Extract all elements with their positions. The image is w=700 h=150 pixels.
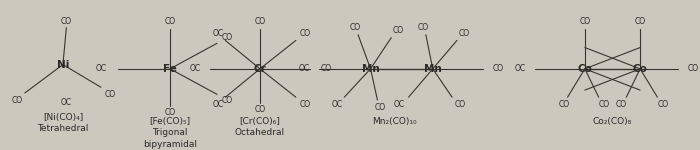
Text: CO: CO — [455, 100, 466, 109]
Text: OC: OC — [515, 64, 526, 73]
Text: CO: CO — [657, 100, 668, 109]
Text: CO: CO — [350, 23, 361, 32]
Text: [Cr(CO)₆]: [Cr(CO)₆] — [239, 117, 281, 126]
Text: CO: CO — [321, 64, 332, 73]
Text: [Fe(CO)₅]: [Fe(CO)₅] — [150, 117, 190, 126]
Text: Mn₂(CO)₁₀: Mn₂(CO)₁₀ — [372, 117, 417, 126]
Text: Trigonal: Trigonal — [153, 128, 188, 137]
Text: CO: CO — [164, 108, 176, 117]
Text: Octahedral: Octahedral — [235, 128, 285, 137]
Text: OC: OC — [213, 100, 224, 109]
Text: CO: CO — [254, 105, 265, 114]
Text: CO: CO — [221, 96, 232, 105]
Text: Co: Co — [578, 64, 592, 74]
Text: CO: CO — [492, 64, 503, 73]
Text: CO: CO — [598, 100, 610, 109]
Text: CO: CO — [300, 29, 310, 38]
Text: CO: CO — [615, 100, 626, 109]
Text: Co: Co — [633, 64, 648, 74]
Text: OC: OC — [299, 64, 309, 73]
Text: OC: OC — [332, 100, 343, 109]
Text: CO: CO — [374, 103, 386, 112]
Text: OC: OC — [394, 100, 405, 109]
Text: CO: CO — [164, 18, 176, 27]
Text: [Ni(CO)₄]: [Ni(CO)₄] — [43, 113, 83, 122]
Text: CO: CO — [687, 64, 699, 73]
Text: CO: CO — [254, 18, 265, 27]
Text: Co₂(CO)₈: Co₂(CO)₈ — [593, 117, 632, 126]
Text: CO: CO — [300, 100, 310, 109]
Text: Cr: Cr — [253, 64, 266, 74]
Text: CO: CO — [635, 18, 645, 27]
Text: CO: CO — [580, 18, 590, 27]
Text: OC: OC — [61, 98, 72, 107]
Text: Fe: Fe — [163, 64, 177, 74]
Text: Mn: Mn — [362, 64, 379, 74]
Text: Tetrahedral: Tetrahedral — [37, 124, 89, 133]
Text: CO: CO — [393, 26, 404, 35]
Text: CO: CO — [459, 29, 470, 38]
Text: CO: CO — [559, 100, 570, 109]
Text: CO: CO — [61, 18, 72, 27]
Text: CO: CO — [104, 90, 116, 99]
Text: bipyramidal: bipyramidal — [143, 140, 197, 149]
Text: OC: OC — [190, 64, 201, 73]
Text: OC: OC — [213, 29, 224, 38]
Text: CO: CO — [417, 23, 428, 32]
Text: CO: CO — [221, 33, 232, 42]
Text: Mn: Mn — [424, 64, 442, 74]
Text: OC: OC — [95, 64, 106, 73]
Text: CO: CO — [12, 96, 23, 105]
Text: Ni: Ni — [57, 60, 69, 70]
